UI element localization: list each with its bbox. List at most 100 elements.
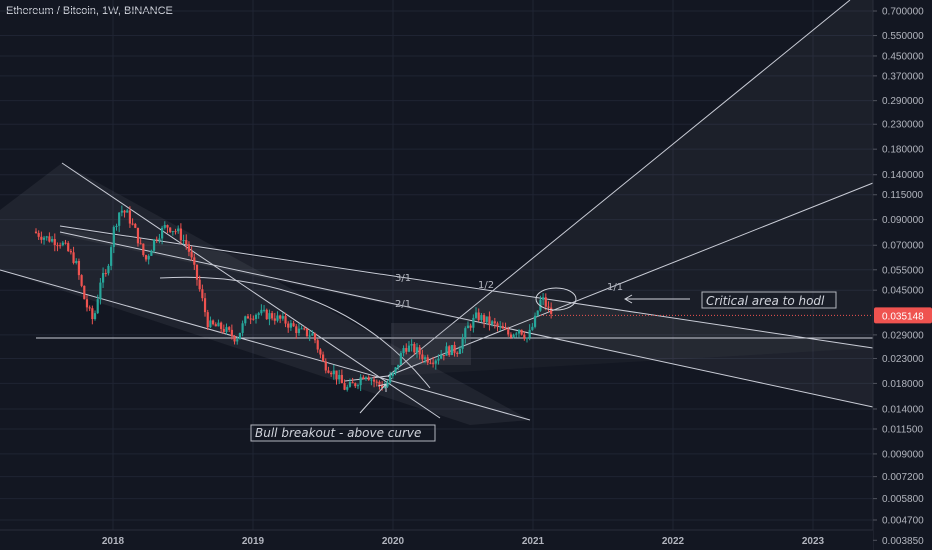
y-tick-label: 0.014000 xyxy=(882,404,924,415)
candle xyxy=(161,225,164,245)
candle xyxy=(466,321,470,329)
y-axis[interactable]: 0.700000 0.550000 0.450000 0.370000 0.290000… xyxy=(872,0,932,550)
y-tick-label: 0.290000 xyxy=(882,96,924,107)
candle xyxy=(477,308,480,322)
candle xyxy=(128,206,132,228)
candle xyxy=(147,254,150,265)
candle xyxy=(362,375,365,380)
candle xyxy=(375,379,378,387)
candle xyxy=(407,341,411,353)
channel-line-upper xyxy=(61,162,441,419)
candle xyxy=(112,225,115,254)
candle xyxy=(440,349,443,360)
candle xyxy=(246,313,250,319)
candle xyxy=(311,330,314,336)
candle xyxy=(220,321,223,334)
candle xyxy=(461,333,464,354)
candle xyxy=(85,295,89,312)
candle xyxy=(118,212,121,233)
candle xyxy=(131,218,134,226)
candle xyxy=(59,242,62,249)
accumulation-zone xyxy=(391,323,471,365)
candle xyxy=(517,329,521,338)
critical-area-box xyxy=(701,291,837,309)
fan-line-1-1 xyxy=(387,182,874,377)
candle xyxy=(115,223,118,231)
candle xyxy=(547,301,550,313)
bull-breakout-arrowhead xyxy=(377,383,387,392)
candle xyxy=(142,243,145,257)
x-axis[interactable]: 2018 2019 2020 2021 2022 2023 xyxy=(0,529,873,550)
candle xyxy=(64,239,67,245)
x-tick-label: 2019 xyxy=(242,536,265,547)
x-tick-label: 2023 xyxy=(802,536,825,547)
candle xyxy=(445,342,448,356)
fan-fill-upper xyxy=(388,0,873,376)
candle xyxy=(139,238,142,245)
candle xyxy=(260,304,263,316)
candle xyxy=(359,374,362,392)
candle xyxy=(327,366,330,374)
candle xyxy=(190,246,193,261)
candle xyxy=(520,329,523,336)
candle xyxy=(265,308,268,320)
candle xyxy=(271,310,274,321)
y-tick-label: 0.115000 xyxy=(882,190,923,201)
candle xyxy=(297,323,301,336)
candle xyxy=(195,264,199,286)
candle xyxy=(319,348,322,359)
candle xyxy=(198,275,201,292)
candle xyxy=(464,326,467,344)
candle xyxy=(104,269,107,277)
bull-breakout-arrow xyxy=(359,383,387,414)
candle xyxy=(448,345,451,357)
y-tick-label: 0.700000 xyxy=(882,7,924,18)
candle xyxy=(542,293,545,306)
y-tick-label: 0.070000 xyxy=(882,241,924,252)
candle xyxy=(413,342,416,355)
candle xyxy=(405,343,408,355)
candle xyxy=(42,235,46,245)
candle xyxy=(544,293,547,311)
candle xyxy=(289,319,292,331)
candle xyxy=(83,285,86,300)
y-tick-label: 0.018000 xyxy=(882,379,924,390)
candle xyxy=(429,359,432,365)
candle xyxy=(472,314,475,333)
y-tick-label: 0.045000 xyxy=(882,286,924,297)
candle xyxy=(287,321,290,333)
candle xyxy=(88,305,91,311)
candle xyxy=(236,336,239,345)
candle xyxy=(531,323,534,331)
candle xyxy=(415,343,419,358)
candle xyxy=(37,230,40,240)
candle xyxy=(136,227,140,247)
y-tick-label: 0.011500 xyxy=(882,424,923,435)
candle xyxy=(284,312,287,328)
candle xyxy=(354,382,357,389)
candle xyxy=(515,331,518,338)
candle xyxy=(155,236,158,244)
y-tick-label: 0.370000 xyxy=(882,71,924,82)
y-tick-label: 0.090000 xyxy=(882,215,924,226)
y-tick-label: 0.023000 xyxy=(882,354,924,365)
candle xyxy=(321,351,325,362)
candle xyxy=(169,227,172,234)
candle xyxy=(179,223,182,245)
candle xyxy=(431,356,435,368)
bull-breakout-box xyxy=(250,424,436,442)
candle xyxy=(75,258,78,265)
annotations-layer: 3/1 2/1 1/2 1/1 Critical area to hodl Bu… xyxy=(250,273,837,442)
candle xyxy=(107,263,110,276)
candle xyxy=(512,333,515,339)
candle xyxy=(488,311,491,331)
x-tick-label: 2020 xyxy=(382,536,405,547)
candle xyxy=(316,338,319,353)
candle xyxy=(150,249,153,256)
candle xyxy=(450,344,453,356)
candle xyxy=(211,319,215,326)
candle xyxy=(491,320,494,327)
candle xyxy=(485,316,488,325)
candle xyxy=(40,231,43,244)
